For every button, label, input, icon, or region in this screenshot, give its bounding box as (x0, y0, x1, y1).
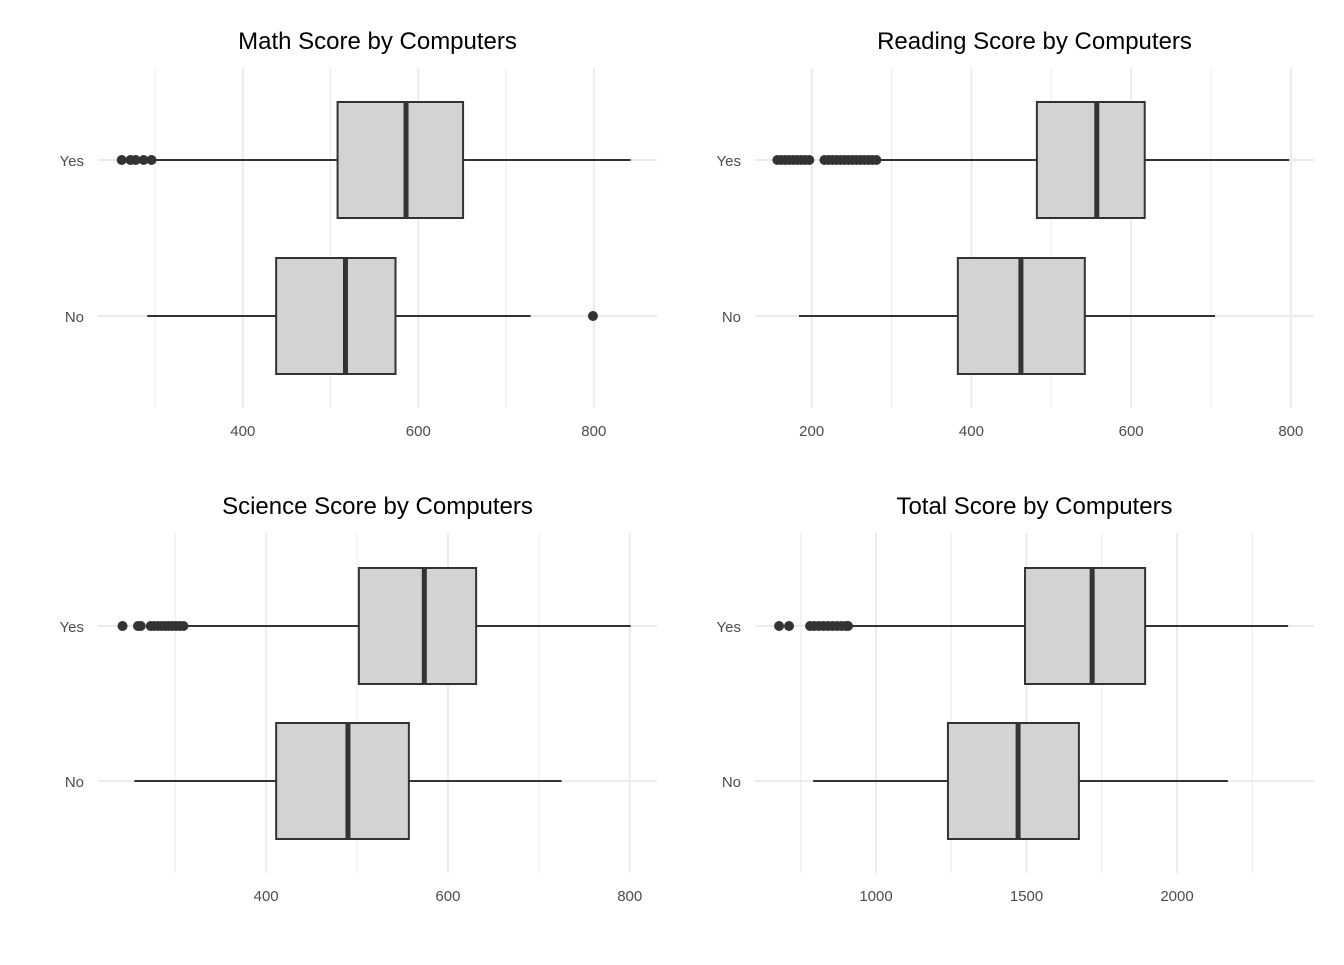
chart-title: Reading Score by Computers (877, 28, 1192, 55)
box-yes (772, 101, 1290, 219)
box-no (134, 722, 562, 840)
box-yes (774, 567, 1289, 685)
iqr-box (275, 722, 410, 840)
outlier-point (130, 155, 141, 165)
iqr-box (357, 567, 478, 685)
outlier-point (784, 621, 795, 631)
box-no (813, 722, 1228, 840)
y-tick-label: No (65, 774, 84, 791)
chart-title: Math Score by Computers (238, 28, 517, 55)
y-tick-label: Yes (60, 619, 84, 636)
box-yes (116, 101, 631, 219)
outlier-point (871, 155, 882, 165)
box-no (798, 257, 1215, 375)
y-tick-label: Yes (717, 619, 741, 636)
y-tick-label: No (65, 309, 84, 326)
y-tick-label: No (722, 774, 741, 791)
y-tick-label: No (722, 309, 741, 326)
x-tick-label: 2000 (1160, 888, 1193, 905)
y-tick-label: Yes (60, 153, 84, 170)
outlier-point (138, 155, 149, 165)
outlier-point (146, 155, 157, 165)
x-tick-label: 600 (1119, 423, 1144, 440)
panel-reading: Reading Score by Computers 200 400 600 800 Ye… (717, 28, 1314, 440)
x-tick-label: 600 (406, 423, 431, 440)
outlier-point (587, 311, 598, 321)
iqr-box (946, 722, 1080, 840)
outlier-point (117, 621, 128, 631)
box-no (147, 257, 598, 375)
x-tick-label: 400 (254, 888, 279, 905)
iqr-box (1024, 567, 1147, 685)
y-tick-label: Yes (717, 153, 741, 170)
outlier-point (135, 621, 146, 631)
x-tick-label: 600 (435, 888, 460, 905)
x-tick-label: 400 (959, 423, 984, 440)
x-tick-label: 800 (581, 423, 606, 440)
outlier-point (774, 621, 785, 631)
box-yes (117, 567, 631, 685)
iqr-box (336, 101, 465, 219)
x-tick-label: 800 (617, 888, 642, 905)
x-tick-label: 400 (230, 423, 255, 440)
outlier-point (178, 621, 189, 631)
outlier-point (116, 155, 127, 165)
panel-math: Math Score by Computers 400 600 800 Yes No (60, 28, 657, 440)
iqr-box (275, 257, 397, 375)
outlier-point (804, 155, 815, 165)
outlier-point (843, 621, 854, 631)
chart-title: Total Score by Computers (896, 493, 1172, 520)
chart-title: Science Score by Computers (222, 493, 533, 520)
iqr-box (1035, 101, 1146, 219)
x-tick-label: 1500 (1010, 888, 1043, 905)
x-tick-label: 1000 (859, 888, 892, 905)
x-tick-label: 200 (799, 423, 824, 440)
panel-total: Total Score by Computers 1000 1500 2000 Yes N… (717, 493, 1314, 905)
panel-science: Science Score by Computers 400 600 800 Yes No (60, 493, 657, 905)
x-tick-label: 800 (1278, 423, 1303, 440)
